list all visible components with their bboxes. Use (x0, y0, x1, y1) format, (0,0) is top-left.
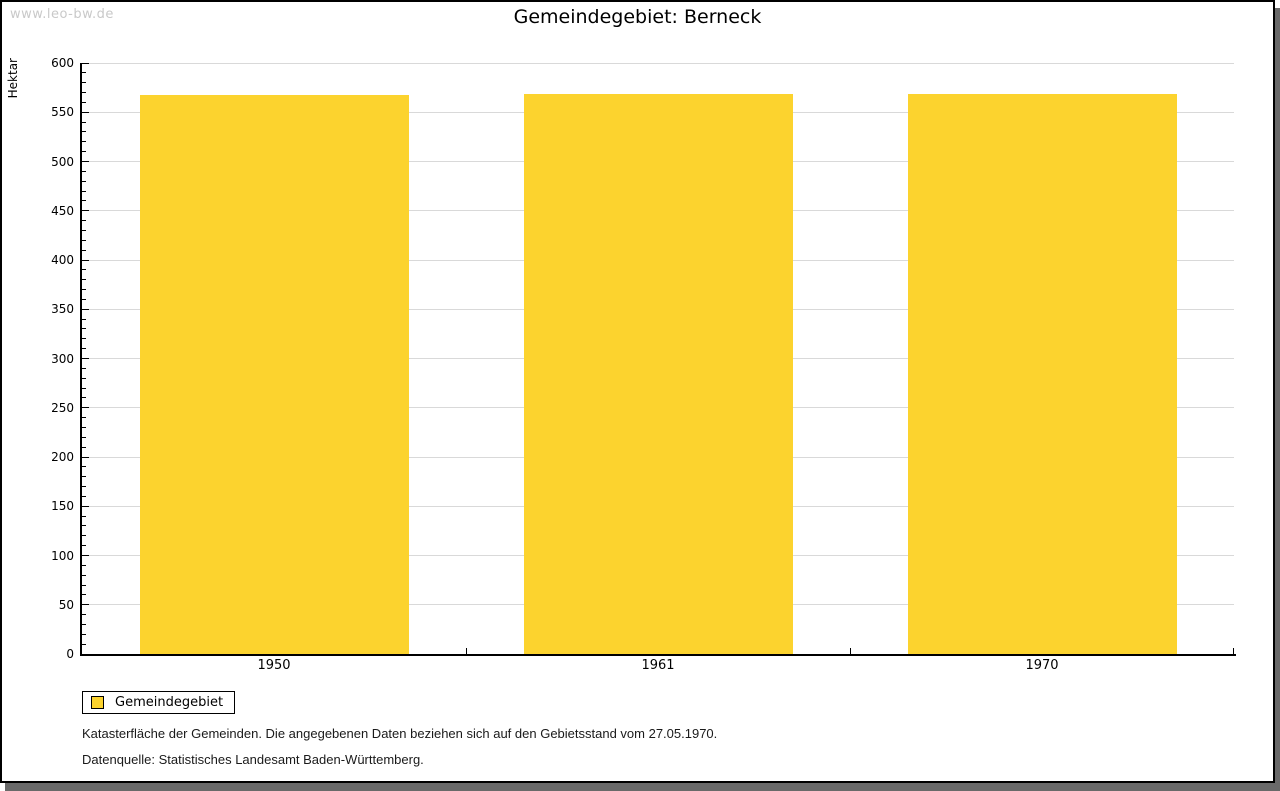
y-tick-label-0: 0 (66, 647, 74, 661)
watermark-url: www.leo-bw.de (10, 7, 114, 22)
y-axis-title: Hektar (6, 58, 20, 99)
y-tick-label-150: 150 (51, 499, 74, 514)
y-minor-tick (82, 151, 86, 153)
legend-label: Gemeindegebiet (115, 695, 224, 710)
y-minor-tick (82, 348, 86, 350)
y-minor-tick (82, 229, 86, 231)
y-major-tick (82, 456, 89, 458)
y-minor-tick (82, 200, 86, 202)
y-minor-tick (82, 466, 86, 468)
y-minor-tick (82, 417, 86, 419)
y-minor-tick (82, 535, 86, 537)
y-minor-tick (82, 397, 86, 399)
footnote-description: Katasterfläche der Gemeinden. Die angege… (82, 726, 718, 741)
y-major-tick (82, 62, 89, 64)
y-major-tick (82, 653, 89, 655)
legend: Gemeindegebiet (82, 691, 235, 714)
gridline-600 (82, 62, 1234, 64)
x-boundary-tick (465, 648, 467, 654)
y-minor-tick (82, 495, 86, 497)
y-tick-label-500: 500 (51, 154, 74, 169)
y-minor-tick (82, 220, 86, 222)
y-minor-tick (82, 82, 86, 84)
y-minor-tick (82, 367, 86, 369)
y-major-tick (82, 308, 89, 310)
y-tick-label-300: 300 (51, 351, 74, 366)
y-major-tick (82, 161, 89, 162)
y-minor-tick (82, 564, 86, 566)
x-boundary-tick (849, 648, 851, 654)
y-minor-tick (82, 72, 86, 74)
y-minor-tick (82, 614, 86, 616)
y-minor-tick (82, 426, 86, 428)
footnote-source: Datenquelle: Statistisches Landesamt Bad… (82, 752, 424, 767)
y-minor-tick (82, 101, 86, 103)
y-tick-label-600: 600 (51, 56, 74, 70)
y-minor-tick (82, 623, 86, 625)
y-minor-tick (82, 279, 86, 281)
y-minor-tick (82, 584, 86, 586)
x-tick-label-1961: 1961 (641, 658, 675, 673)
y-minor-tick (82, 328, 86, 330)
y-major-tick (82, 555, 89, 556)
y-minor-tick (82, 121, 86, 123)
y-tick-label-250: 250 (51, 400, 74, 415)
y-minor-tick (82, 594, 86, 596)
y-minor-tick (82, 446, 86, 448)
y-tick-label-200: 200 (51, 450, 74, 464)
y-tick-label-400: 400 (51, 253, 74, 267)
y-major-tick (82, 210, 89, 212)
x-tick-label-1970: 1970 (1025, 658, 1059, 673)
bar-1950 (139, 94, 409, 654)
y-minor-tick (82, 545, 86, 547)
y-minor-tick (82, 298, 86, 300)
y-minor-tick (82, 338, 86, 340)
y-minor-tick (82, 239, 86, 241)
y-major-tick (82, 358, 89, 359)
y-minor-tick (82, 249, 86, 251)
y-minor-tick (82, 190, 86, 192)
y-tick-label-50: 50 (58, 597, 74, 612)
y-major-tick (82, 407, 89, 409)
y-minor-tick (82, 289, 86, 291)
y-minor-tick (82, 476, 86, 478)
y-major-tick (82, 505, 89, 507)
y-minor-tick (82, 436, 86, 438)
y-minor-tick (82, 141, 86, 143)
plot-area: 0 50 100 150 200 250 300 350 400 450 500 550 600 1950… (51, 56, 1236, 673)
bar-1961 (523, 93, 793, 654)
y-minor-tick (82, 525, 86, 527)
y-tick-label-100: 100 (51, 548, 74, 563)
y-minor-tick (82, 170, 86, 172)
y-minor-tick (82, 643, 86, 645)
y-minor-tick (82, 387, 86, 389)
y-minor-tick (82, 131, 86, 133)
y-minor-tick (82, 180, 86, 182)
y-minor-tick (82, 633, 86, 635)
chart-title: Gemeindegebiet: Berneck (513, 6, 762, 28)
y-major-tick (82, 604, 89, 606)
y-minor-tick (82, 92, 86, 94)
y-minor-tick (82, 515, 86, 517)
y-tick-label-450: 450 (51, 203, 74, 218)
y-minor-tick (82, 318, 86, 320)
y-minor-tick (82, 377, 86, 379)
y-major-tick (82, 111, 89, 113)
legend-swatch-icon (91, 696, 104, 709)
y-minor-tick (82, 486, 86, 488)
bar-1970 (907, 93, 1177, 654)
y-minor-tick (82, 574, 86, 576)
y-tick-label-550: 550 (51, 105, 74, 120)
y-minor-tick (82, 269, 86, 271)
x-boundary-tick (1232, 648, 1234, 654)
x-tick-label-1950: 1950 (257, 658, 291, 673)
y-tick-label-350: 350 (51, 302, 74, 317)
y-major-tick (82, 259, 89, 261)
